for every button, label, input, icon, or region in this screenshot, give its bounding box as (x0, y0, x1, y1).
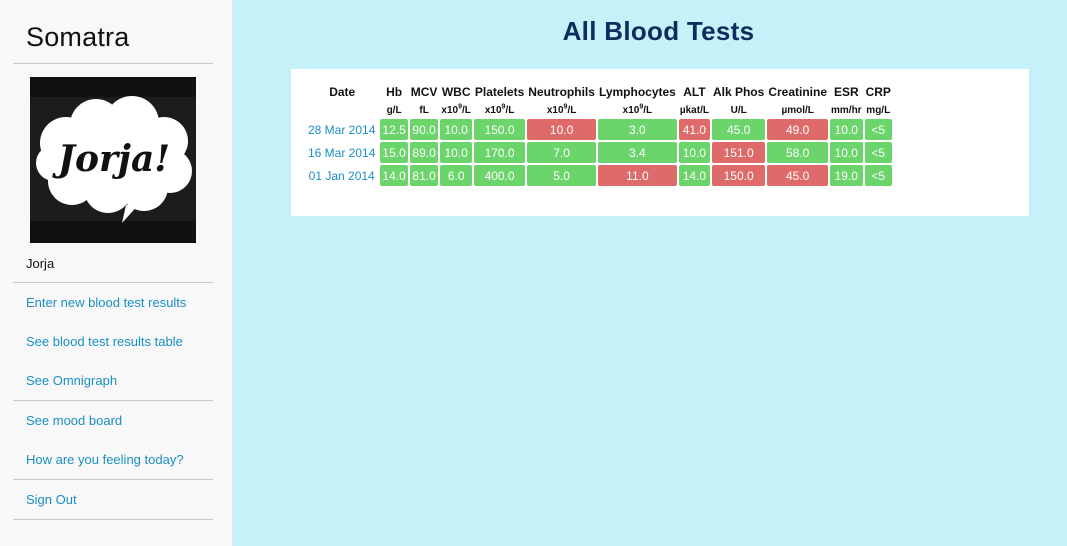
column-name: Platelets (474, 85, 525, 99)
column-name: Lymphocytes (598, 85, 676, 99)
column-unit: µkat/L (679, 105, 709, 116)
date-link[interactable]: 16 Mar 2014 (308, 145, 376, 160)
column-name: Neutrophils (528, 85, 595, 99)
column-header: WBC x109/L (440, 85, 471, 117)
column-unit: g/L (386, 105, 402, 116)
normal-value-cell: 6.0 (440, 165, 472, 186)
column-header: Alk Phos U/L (712, 85, 765, 117)
normal-value-cell: 10.0 (830, 142, 863, 163)
normal-value-cell: 10.0 (440, 119, 472, 140)
normal-value-cell: 12.5 (380, 119, 408, 140)
abnormal-value-cell: 45.0 (767, 165, 829, 186)
divider (13, 282, 213, 283)
normal-value-cell: 10.0 (440, 142, 472, 163)
column-name: Hb (386, 85, 403, 99)
normal-value-cell: 10.0 (830, 119, 863, 140)
normal-value-cell: 58.0 (767, 142, 829, 163)
avatar-image: Jorja! (30, 77, 196, 243)
normal-value-cell: 3.4 (597, 142, 677, 163)
column-unit: x109/L (441, 103, 471, 116)
enter-results-link[interactable]: Enter new blood test results (26, 295, 187, 310)
avatar-text: Jorja! (52, 138, 170, 180)
table-row: 28 Mar 2014 12.5 90.0 10.0 150.0 10.0 3.0 41.0 4… (306, 119, 892, 140)
normal-value-cell: 150.0 (473, 119, 526, 140)
abnormal-value-cell: 41.0 (678, 119, 710, 140)
divider (13, 519, 213, 520)
table-header-row: Date Hb g/L MCV fL WBC x109/L Platelets x109/L N… (306, 85, 892, 117)
column-name: ESR (833, 85, 859, 99)
divider (13, 479, 213, 480)
abnormal-value-cell: 49.0 (767, 119, 829, 140)
column-header: ESR mm/hr (830, 85, 863, 117)
normal-value-cell: 14.0 (380, 165, 408, 186)
normal-value-cell: 170.0 (473, 142, 526, 163)
column-header: CRP mg/L (865, 85, 892, 117)
column-unit: U/L (730, 105, 747, 116)
avatar: Jorja! (30, 77, 196, 243)
app-title: Somatra (26, 22, 130, 52)
sign-out-link[interactable]: Sign Out (26, 492, 77, 507)
normal-value-cell: 15.0 (380, 142, 408, 163)
column-name: CRP (865, 85, 891, 99)
column-unit (307, 105, 377, 117)
column-unit: fL (419, 105, 429, 116)
normal-value-cell: 90.0 (409, 119, 439, 140)
column-name: ALT (683, 85, 706, 99)
abnormal-value-cell: 11.0 (597, 165, 677, 186)
results-panel: Date Hb g/L MCV fL WBC x109/L Platelets x109/L N… (291, 69, 1029, 216)
results-table-link[interactable]: See blood test results table (26, 334, 183, 349)
column-header: Creatinine µmol/L (767, 85, 828, 117)
normal-value-cell: 81.0 (409, 165, 439, 186)
sidebar: Somatra Jorja! Jorja Enter new blood t (0, 0, 233, 546)
normal-value-cell: 5.0 (527, 165, 596, 186)
column-name: Creatinine (768, 85, 828, 99)
normal-value-cell: 10.0 (678, 142, 710, 163)
column-unit: µmol/L (781, 105, 814, 116)
column-header: Date (306, 85, 378, 117)
abnormal-value-cell: 151.0 (711, 142, 766, 163)
column-name: MCV (410, 85, 438, 99)
date-link[interactable]: 01 Jan 2014 (308, 168, 375, 183)
normal-value-cell: 400.0 (473, 165, 526, 186)
normal-value-cell: 45.0 (711, 119, 766, 140)
normal-value-cell: 14.0 (678, 165, 710, 186)
abnormal-value-cell: 150.0 (711, 165, 766, 186)
blood-tests-table: Date Hb g/L MCV fL WBC x109/L Platelets x109/L N… (304, 83, 894, 188)
column-name: WBC (441, 85, 471, 99)
column-header: Neutrophils x109/L (527, 85, 596, 117)
column-unit: x109/L (484, 103, 515, 116)
column-header: Hb g/L (380, 85, 407, 117)
date-link[interactable]: 28 Mar 2014 (308, 122, 376, 137)
normal-value-cell: 3.0 (597, 119, 677, 140)
normal-value-cell: 7.0 (527, 142, 596, 163)
column-header: Lymphocytes x109/L (598, 85, 677, 117)
feeling-today-link[interactable]: How are you feeling today? (26, 452, 184, 467)
table-row: 01 Jan 2014 14.0 81.0 6.0 400.0 5.0 11.0 14.0 15… (306, 165, 892, 186)
table-row: 16 Mar 2014 15.0 89.0 10.0 170.0 7.0 3.4 10.0 15… (306, 142, 892, 163)
table-body: 28 Mar 2014 12.5 90.0 10.0 150.0 10.0 3.0 41.0 4… (306, 119, 892, 186)
column-header: ALT µkat/L (679, 85, 710, 117)
column-name: Date (329, 85, 356, 99)
omnigraph-link[interactable]: See Omnigraph (26, 373, 118, 388)
divider (13, 63, 213, 64)
divider (13, 400, 213, 401)
column-unit: x109/L (622, 103, 653, 116)
column-header: MCV fL (410, 85, 439, 117)
mood-board-link[interactable]: See mood board (26, 413, 123, 428)
page-title: All Blood Tests (562, 16, 755, 46)
normal-value-cell: <5 (864, 119, 892, 140)
column-name: Alk Phos (712, 85, 765, 99)
column-unit: x109/L (546, 103, 577, 116)
user-name: Jorja (26, 256, 55, 271)
normal-value-cell: <5 (864, 142, 892, 163)
normal-value-cell: 89.0 (409, 142, 439, 163)
normal-value-cell: <5 (864, 165, 892, 186)
abnormal-value-cell: 10.0 (527, 119, 596, 140)
column-header: Platelets x109/L (474, 85, 525, 117)
column-unit: mg/L (866, 105, 891, 116)
column-unit: mm/hr (831, 105, 862, 116)
normal-value-cell: 19.0 (830, 165, 863, 186)
